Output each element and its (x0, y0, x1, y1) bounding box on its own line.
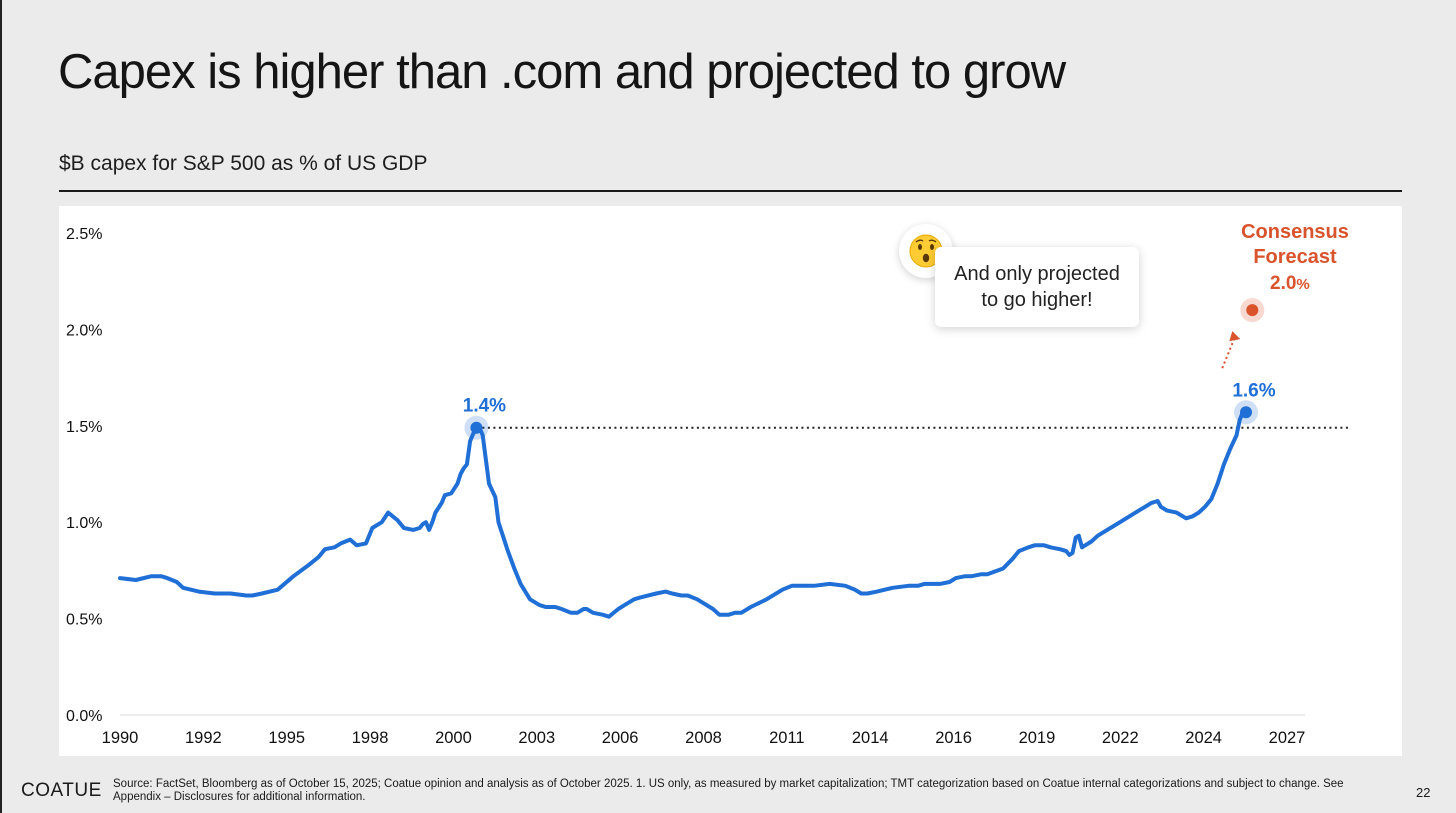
forecast-value-number: 2.0 (1270, 273, 1297, 294)
forecast-title-line1: Consensus (1241, 221, 1349, 243)
forecast-value: 2.0% (1270, 273, 1310, 295)
y-tick-label: 1.5% (66, 419, 102, 436)
x-tick-label: 2003 (518, 729, 555, 747)
forecast-value-unit: % (1296, 276, 1310, 293)
coatue-logo: COATUE (21, 780, 102, 801)
chart-panel: 0.0% 0.5% 1.0% 1.5% 2.0% 2.5% 1990 1992 1995 1998… (59, 206, 1402, 756)
slide-title: Capex is higher than .com and projected … (58, 45, 1066, 99)
x-tick-label: 2011 (769, 729, 804, 747)
divider-rule (59, 190, 1402, 192)
y-tick-label: 1.0% (66, 515, 102, 532)
source-footnote: Source: FactSet, Bloomberg as of October… (113, 778, 1344, 803)
peak-marker (1239, 406, 1252, 419)
x-tick-label: 2008 (685, 729, 722, 747)
x-tick-label: 1995 (268, 729, 305, 747)
x-tick-label: 2027 (1269, 729, 1306, 747)
forecast-marker (1246, 304, 1259, 317)
x-tick-label: 1992 (185, 729, 222, 747)
y-tick-label: 0.5% (66, 612, 102, 629)
x-tick-label: 2006 (602, 729, 639, 747)
page-number: 22 (1416, 785, 1431, 800)
x-tick-label: 1998 (352, 729, 389, 747)
chart-subtitle: $B capex for S&P 500 as % of US GDP (59, 152, 428, 175)
y-tick-label: 0.0% (66, 708, 102, 725)
x-tick-label: 2000 (435, 729, 472, 747)
x-tick-label: 2019 (1019, 729, 1056, 747)
peak-label: 1.4% (463, 396, 506, 417)
left-edge (0, 0, 2, 813)
x-tick-label: 2022 (1102, 729, 1139, 747)
y-tick-label: 2.5% (66, 226, 102, 243)
y-tick-label: 2.0% (66, 322, 102, 339)
x-tick-label: 2016 (935, 729, 972, 747)
forecast-arrow-head (1229, 331, 1241, 342)
x-tick-label: 2024 (1185, 729, 1222, 747)
line-chart: 0.0% 0.5% 1.0% 1.5% 2.0% 2.5% 1990 1992 1995 1998… (66, 226, 1351, 747)
peak-marker (470, 421, 483, 434)
forecast-title-line2: Forecast (1253, 246, 1337, 268)
forecast-title: Consensus Forecast (1227, 220, 1363, 270)
x-tick-label: 2014 (852, 729, 889, 747)
forecast-arrow-shaft (1221, 335, 1237, 369)
x-tick-label: 1990 (102, 729, 139, 747)
peak-label: 1.6% (1232, 380, 1275, 401)
series-line (118, 410, 1248, 619)
callout-text: And only projected to go higher! (954, 263, 1120, 311)
callout-box: And only projected to go higher! (935, 247, 1139, 327)
